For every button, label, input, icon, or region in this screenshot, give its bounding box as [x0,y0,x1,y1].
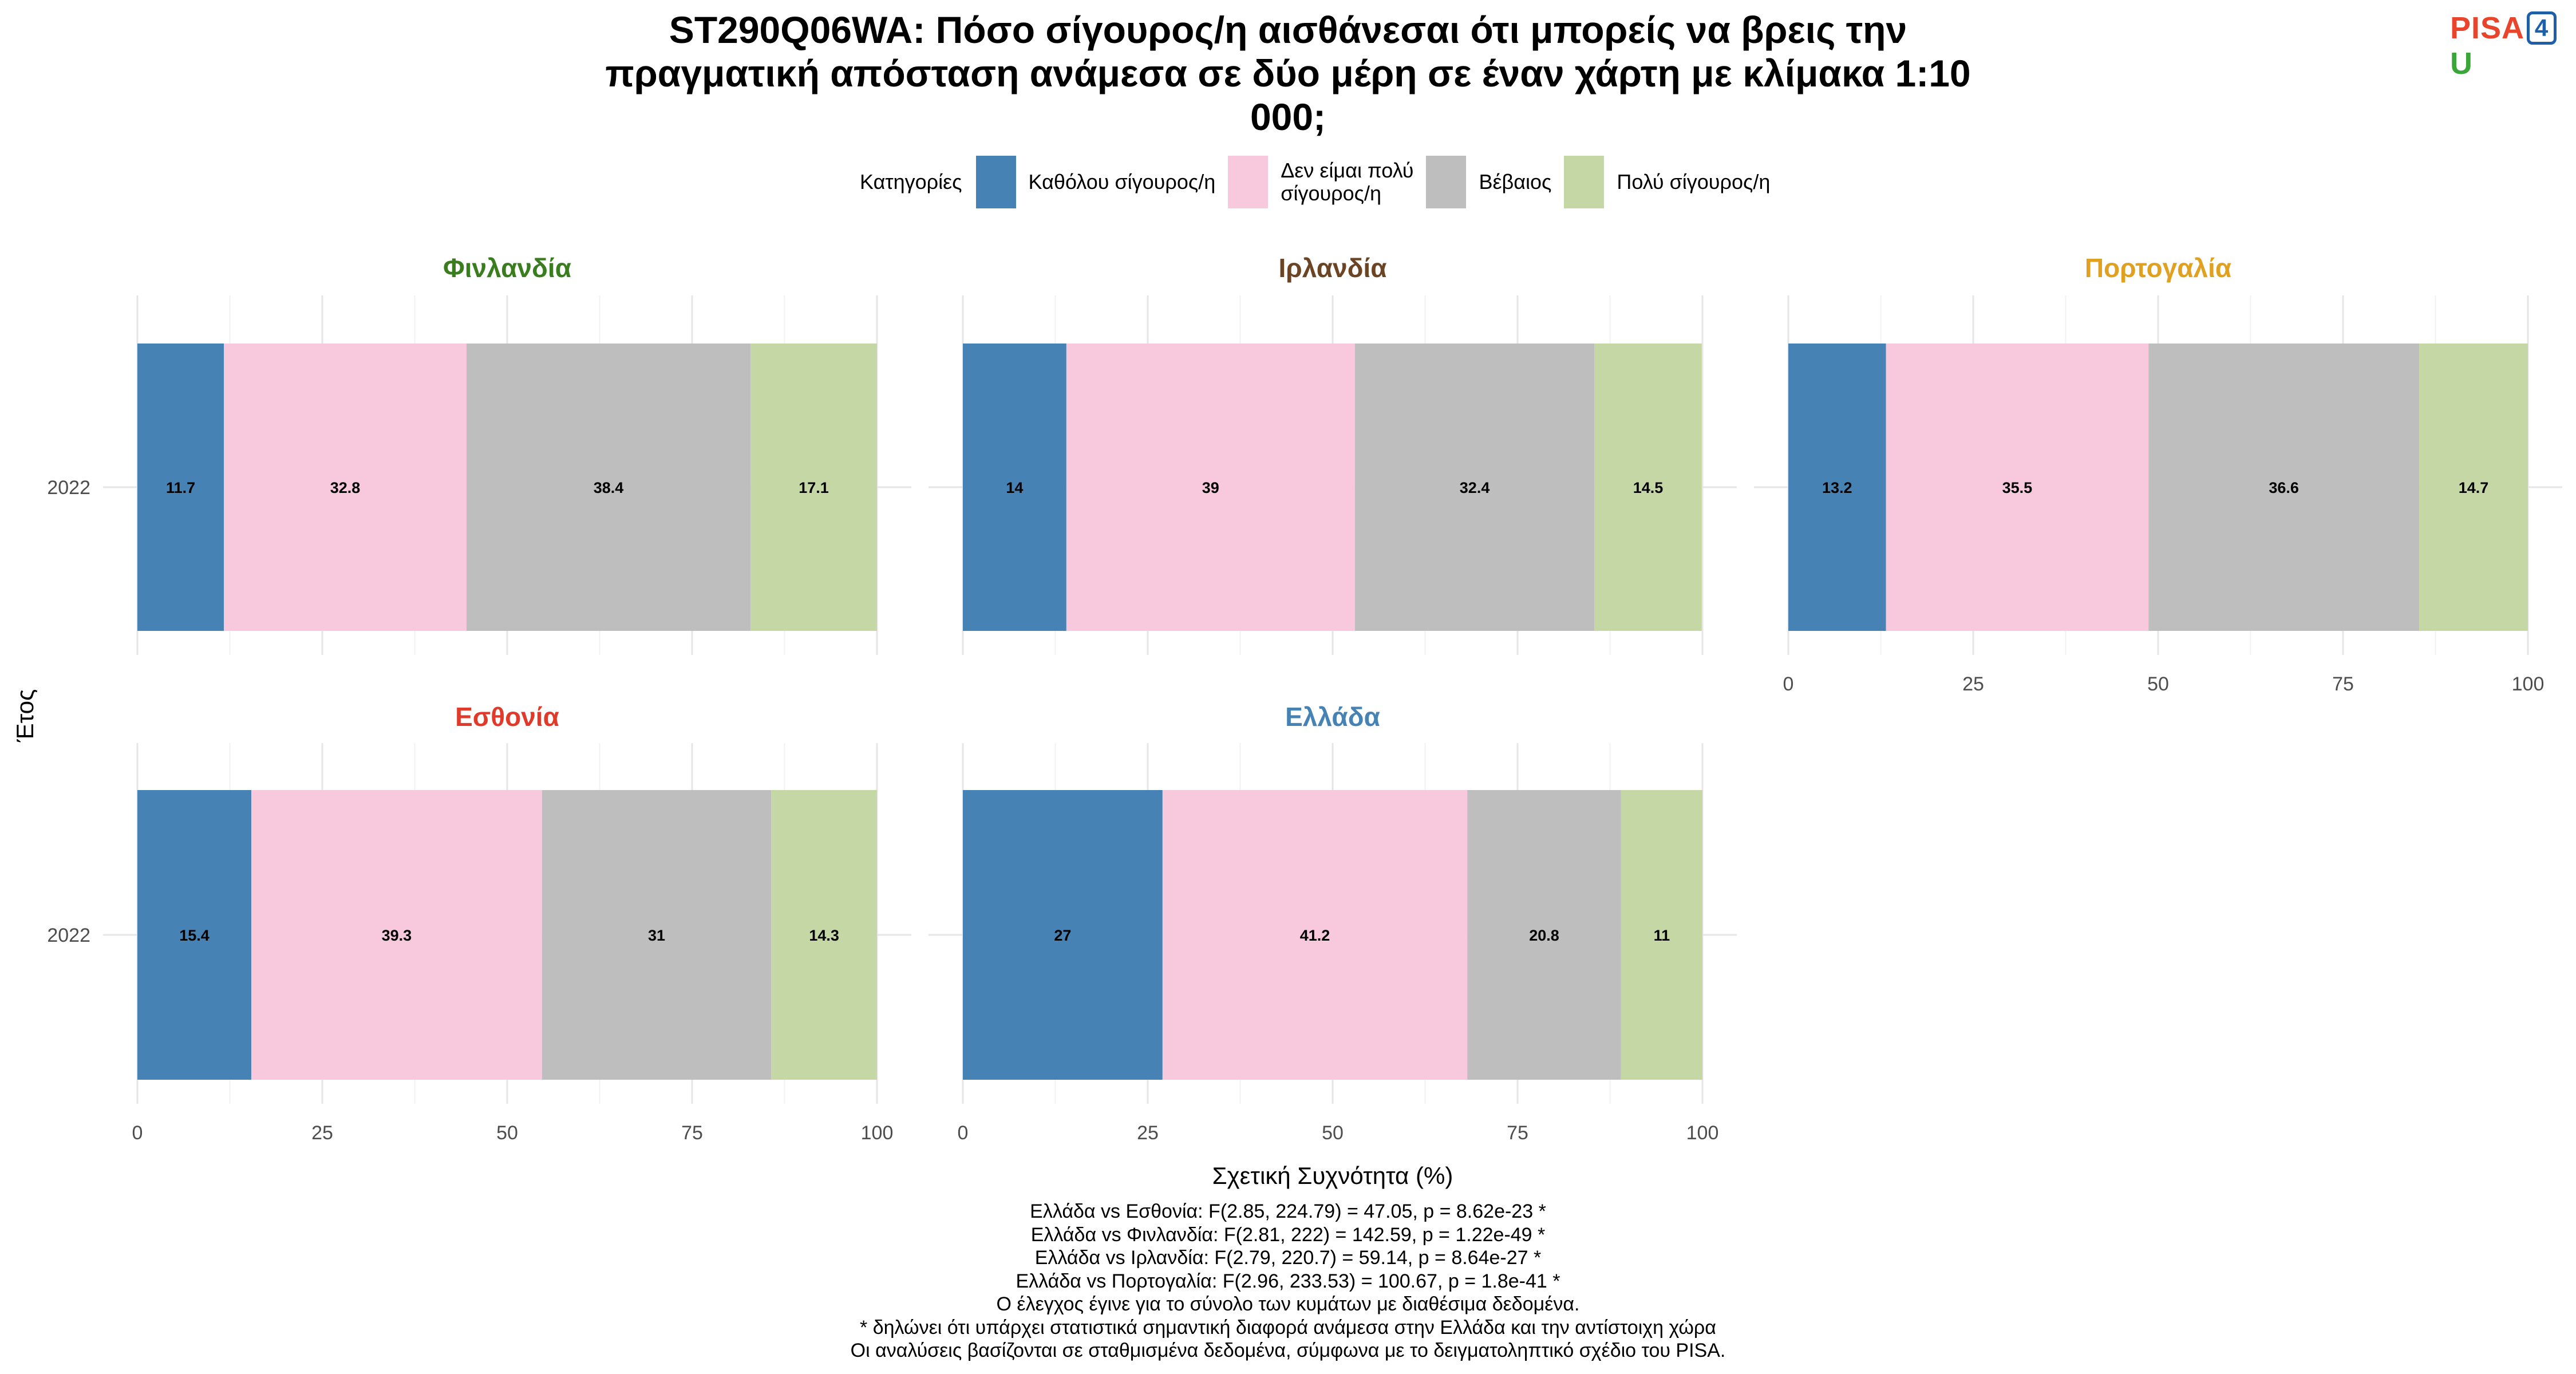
title-line-1: ST290Q06WA: Πόσο σίγουρος/η αισθάνεσαι ό… [669,9,1907,51]
panel-3-bar-segment-1 [1788,344,1886,631]
panel-3-data-label-2: 35.5 [2002,479,2033,496]
y-axis-title: Έτος [11,689,38,743]
legend-label-not-at-all: Καθόλου σίγουρος/η [1028,170,1216,194]
legend-item-not-at-all: Καθόλου σίγουρος/η [975,156,1216,208]
footer-line-6: * δηλώνει ότι υπάρχει στατιστικά σημαντι… [860,1316,1716,1339]
logo-text-pisa: PISA [2450,11,2525,45]
pisa4u-logo: PISA 4 U [2450,10,2576,81]
panel-5-x-tick-label: 75 [1507,1122,1528,1144]
panel-3-x-tick-label: 75 [2332,673,2354,695]
panel-1-data-label-1: 11.7 [166,479,195,496]
x-axis-title: Σχετική Συχνότητα (%) [1212,1162,1453,1189]
legend-label-very: Πολύ σίγουρος/η [1617,170,1771,194]
panel-2-bar-segment-3 [1354,344,1595,631]
legend-swatch-very [1564,156,1605,208]
panel-1-data-label-4: 17.1 [799,479,829,496]
footer-line-7: Οι αναλύσεις βασίζονται σε σταθμισμένα δ… [850,1340,1726,1361]
panel-1-bar-segment-3 [466,344,751,631]
legend-title: Κατηγορίες [860,170,962,194]
panel-4-bar-segment-3 [542,790,772,1080]
panel-5-x-tick-label: 25 [1137,1122,1159,1144]
panel-5-bar-segment-4 [1621,790,1702,1080]
panel-4-data-label-1: 15.4 [179,927,210,944]
panel-4-x-tick-label: 25 [311,1122,333,1144]
panel-3-title: Πορτογαλία [2085,253,2231,283]
panel-5-bar-segment-3 [1467,790,1621,1080]
legend-item-not-very: Δεν είμαι πολύ σίγουρος/η [1228,156,1413,208]
legend-swatch-not-at-all [975,156,1016,208]
panel-3-x-tick-label: 0 [1783,673,1794,695]
panel-1-data-label-2: 32.8 [330,479,361,496]
footer-line-5: Ο έλεγχος έγινε για το σύνολο των κυμάτω… [996,1293,1580,1315]
panel-4-bar-segment-2 [251,790,542,1080]
chart-title: ST290Q06WA: Πόσο σίγουρος/η αισθάνεσαι ό… [515,8,2061,139]
panel-5-title: Ελλάδα [1285,702,1380,732]
footer-line-1: Ελλάδα vs Εσθονία: F(2.85, 224.79) = 47.… [1030,1201,1546,1222]
panel-3-x-tick-label: 50 [2147,673,2169,695]
panel-3-bar-segment-3 [2148,344,2420,631]
logo-text-four: 4 [2527,11,2557,45]
panel-5-x-tick-label: 0 [958,1122,969,1144]
panel-1-bar-segment-4 [750,344,877,631]
title-line-3: 000; [1250,96,1326,138]
panel-2-bar-segment-1 [963,344,1066,631]
panel-2-title: Ιρλανδία [1278,253,1386,283]
panel-1-title: Φινλανδία [443,253,571,283]
panel-3-data-label-1: 13.2 [1822,479,1852,496]
panel-4-data-label-2: 39.3 [382,927,412,944]
panel-4-data-label-4: 14.3 [809,927,839,944]
legend-swatch-confident [1426,156,1467,208]
panel-2-bar-segment-2 [1066,344,1355,631]
footer-line-3: Ελλάδα vs Ιρλανδία: F(2.79, 220.7) = 59.… [1034,1247,1542,1269]
panel-4-title: Εσθονία [455,702,559,732]
panel-4-x-tick-label: 50 [496,1122,518,1144]
panel-4-y-tick-label: 2022 [47,925,90,946]
panel-3-data-label-3: 36.6 [2269,479,2299,496]
panel-5-data-label-4: 11 [1654,927,1670,944]
panel-5-x-tick-label: 100 [1686,1122,1719,1144]
footer-line-2: Ελλάδα vs Φινλανδία: F(2.81, 222) = 142.… [1030,1223,1546,1246]
panel-2-data-label-1: 14 [1006,479,1023,496]
panel-1-bar-segment-2 [224,344,467,631]
footer-line-4: Ελλάδα vs Πορτογαλία: F(2.96, 233.53) = … [1016,1270,1560,1292]
panel-5-data-label-2: 41.2 [1300,927,1330,944]
panel-4-data-label-3: 31 [648,927,665,944]
panel-1-bar-segment-1 [137,344,224,631]
panel-3-data-label-4: 14.7 [2459,479,2489,496]
panel-4-x-tick-label: 100 [861,1122,894,1144]
panel-2-data-label-4: 14.5 [1633,479,1664,496]
panel-3-bar-segment-4 [2419,344,2528,631]
legend: Κατηγορίες Καθόλου σίγουρος/η Δεν είμαι … [860,156,1783,208]
logo-text-u: U [2450,46,2473,81]
panel-5-bar-segment-1 [963,790,1163,1080]
legend-item-confident: Βέβαιος [1426,156,1551,208]
legend-item-very: Πολύ σίγουρος/η [1564,156,1770,208]
panel-1-y-tick-label: 2022 [47,477,90,499]
panel-3-bar-segment-2 [1886,344,2149,631]
legend-swatch-not-very [1228,156,1269,208]
legend-label-confident: Βέβαιος [1479,170,1552,194]
panel-5-data-label-3: 20.8 [1529,927,1559,944]
panel-4-x-tick-label: 75 [681,1122,703,1144]
panel-5-bar-segment-2 [1162,790,1468,1080]
panel-2-data-label-2: 39 [1202,479,1219,496]
panel-3-x-tick-label: 100 [2512,673,2545,695]
footer-notes: Ελλάδα vs Εσθονία: F(2.85, 224.79) = 47.… [687,1200,1889,1363]
panel-2-data-label-3: 32.4 [1460,479,1490,496]
panel-2-bar-segment-4 [1594,344,1702,631]
title-line-2: πραγματική απόσταση ανάμεσα σε δύο μέρη … [605,52,1971,94]
panel-5-x-tick-label: 50 [1322,1122,1344,1144]
panel-4-x-tick-label: 0 [132,1122,143,1144]
panel-5-data-label-1: 27 [1054,927,1071,944]
panel-4-bar-segment-4 [771,790,877,1080]
panel-1-data-label-3: 38.4 [594,479,624,496]
legend-label-not-very: Δεν είμαι πολύ σίγουρος/η [1281,159,1414,205]
panel-4-bar-segment-1 [137,790,251,1080]
panel-3-x-tick-label: 25 [1962,673,1984,695]
